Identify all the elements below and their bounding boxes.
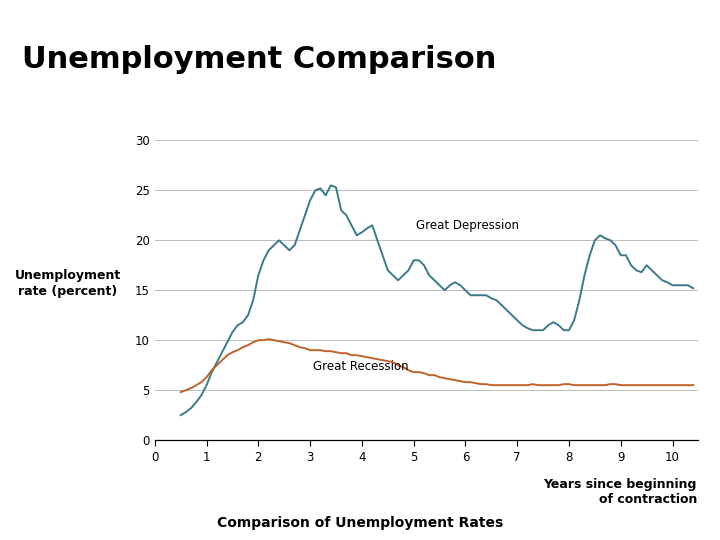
Text: Great Depression: Great Depression [416, 219, 519, 232]
Text: Unemployment
rate (percent): Unemployment rate (percent) [14, 269, 121, 298]
Text: Comparison of Unemployment Rates: Comparison of Unemployment Rates [217, 516, 503, 530]
Text: Great Recession: Great Recession [312, 360, 408, 373]
Text: Years since beginning
of contraction: Years since beginning of contraction [544, 478, 697, 506]
Text: Unemployment Comparison: Unemployment Comparison [22, 45, 496, 74]
